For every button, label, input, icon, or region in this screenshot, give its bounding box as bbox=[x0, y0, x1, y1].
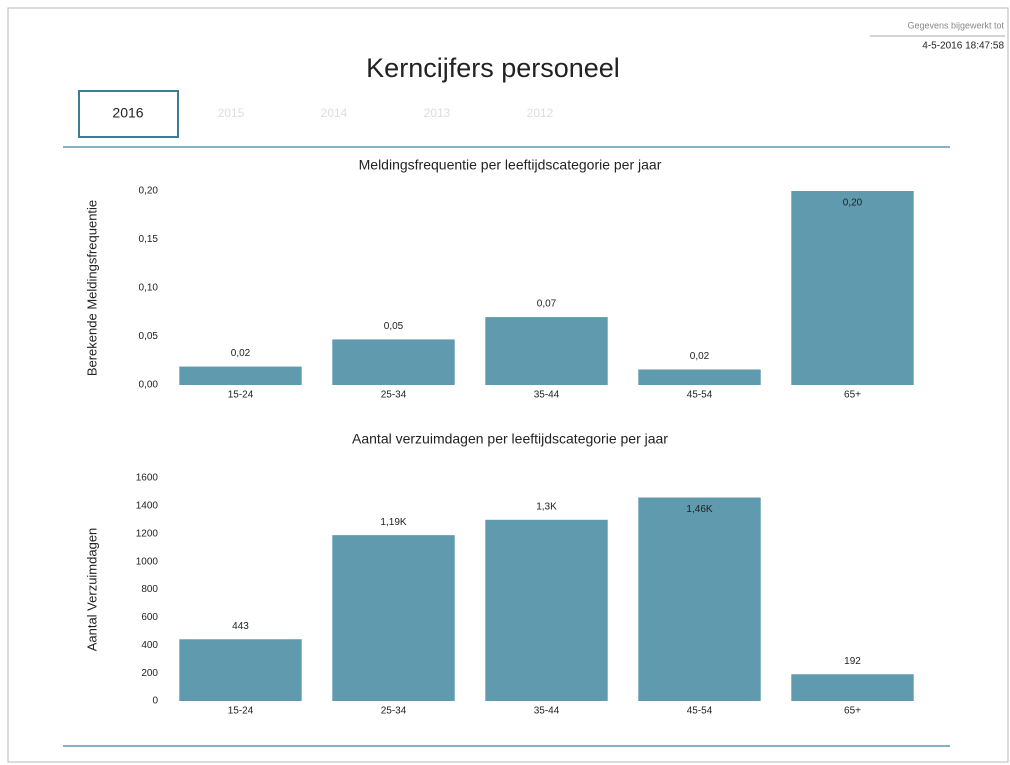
bar bbox=[638, 369, 761, 385]
x-tick-label: 65+ bbox=[844, 390, 861, 401]
y-axis-label: Aantal Verzuimdagen bbox=[84, 528, 99, 652]
updated-label: Gegevens bijgewerkt tot bbox=[907, 20, 1004, 30]
year-tab[interactable]: 2014 bbox=[321, 106, 348, 120]
y-tick-label: 1600 bbox=[136, 473, 159, 484]
y-tick-label: 400 bbox=[141, 640, 158, 651]
bar bbox=[179, 639, 302, 701]
tab-active-box bbox=[78, 90, 179, 138]
bar bbox=[332, 339, 455, 385]
data-label: 192 bbox=[844, 656, 861, 667]
data-label: 0,02 bbox=[690, 351, 710, 362]
x-tick-label: 15-24 bbox=[228, 706, 254, 717]
y-tick-label: 1400 bbox=[136, 501, 159, 512]
bar bbox=[791, 191, 914, 385]
y-tick-label: 1200 bbox=[136, 528, 159, 539]
bar bbox=[179, 366, 302, 385]
year-tab[interactable]: 2013 bbox=[424, 106, 451, 120]
y-tick-label: 0,05 bbox=[139, 331, 159, 342]
x-tick-label: 45-54 bbox=[687, 390, 713, 401]
x-tick-label: 65+ bbox=[844, 706, 861, 717]
y-tick-label: 600 bbox=[141, 612, 158, 623]
page-title: Kerncijfers personeel bbox=[366, 53, 620, 83]
y-tick-label: 0,00 bbox=[139, 380, 159, 391]
bar bbox=[332, 535, 455, 701]
y-tick-label: 0,20 bbox=[139, 186, 159, 197]
x-tick-label: 45-54 bbox=[687, 706, 713, 717]
y-tick-label: 800 bbox=[141, 584, 158, 595]
data-label: 1,46K bbox=[686, 504, 712, 515]
x-tick-label: 35-44 bbox=[534, 390, 560, 401]
y-axis-label: Berekende Meldingsfrequentie bbox=[84, 200, 99, 376]
x-tick-label: 25-34 bbox=[381, 390, 407, 401]
y-tick-label: 0 bbox=[152, 696, 158, 707]
y-tick-label: 0,10 bbox=[139, 283, 159, 294]
year-tab[interactable]: 2016 bbox=[112, 105, 143, 121]
y-tick-label: 1000 bbox=[136, 556, 159, 567]
data-label: 1,19K bbox=[380, 517, 406, 528]
chart-title: Meldingsfrequentie per leeftijdscategori… bbox=[359, 157, 662, 173]
chart-title: Aantal verzuimdagen per leeftijdscategor… bbox=[352, 431, 668, 447]
year-tab[interactable]: 2012 bbox=[527, 106, 554, 120]
x-tick-label: 25-34 bbox=[381, 706, 407, 717]
bar bbox=[485, 317, 608, 385]
updated-at: 4-5-2016 18:47:58 bbox=[922, 41, 1004, 52]
data-label: 0,20 bbox=[843, 198, 863, 209]
data-label: 0,05 bbox=[384, 321, 404, 332]
x-tick-label: 35-44 bbox=[534, 706, 560, 717]
data-label: 1,3K bbox=[536, 501, 557, 512]
data-label: 0,02 bbox=[231, 348, 251, 359]
bar bbox=[638, 497, 761, 701]
data-label: 443 bbox=[232, 621, 249, 632]
x-tick-label: 15-24 bbox=[228, 390, 254, 401]
bar bbox=[485, 519, 608, 701]
year-tab[interactable]: 2015 bbox=[218, 106, 245, 120]
data-label: 0,07 bbox=[537, 299, 557, 310]
y-tick-label: 200 bbox=[141, 668, 158, 679]
bar bbox=[791, 674, 914, 701]
y-tick-label: 0,15 bbox=[139, 234, 159, 245]
